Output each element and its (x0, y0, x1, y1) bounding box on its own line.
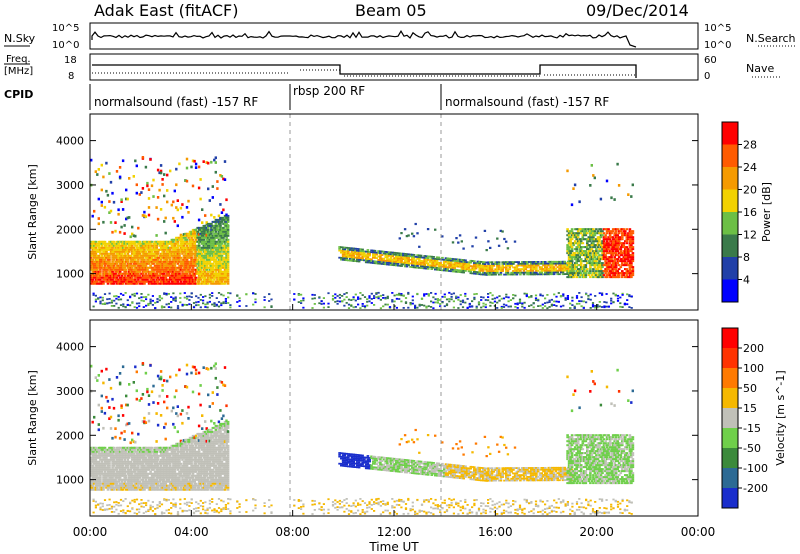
y-tick-label: 3000 (56, 179, 84, 192)
colorbar-swatch (722, 328, 738, 349)
date-label: 09/Dec/2014 (586, 1, 689, 20)
colorbar-swatch (722, 257, 738, 280)
x-axis-label: Time UT (368, 540, 419, 554)
colorbar-tick-label: 28 (743, 139, 757, 152)
colorbar-swatch (722, 279, 738, 303)
beam-label: Beam 05 (355, 1, 427, 20)
colorbar-tick-label: -15 (743, 422, 761, 435)
freq-label-2: [MHz] (4, 66, 33, 77)
colorbar-tick-label: -50 (743, 442, 761, 455)
nave-trace (92, 69, 636, 77)
power-cbar-label: Power [dB] (760, 182, 773, 242)
x-tick-label: 00:00 (681, 525, 716, 539)
nsearch-top-tick: 10^5 (704, 23, 731, 34)
colorbar-tick-label: 16 (743, 206, 757, 219)
x-tick-label: 04:00 (174, 525, 209, 539)
power-colorbar: 28 24 20 16 12 8 4 (721, 121, 757, 303)
y-tick-label: 3000 (56, 385, 84, 398)
colorbar-swatch (722, 448, 738, 469)
colorbar-tick-label: -200 (743, 482, 768, 495)
freq-panel: Freq. [MHz] 18 8 60 0 Nave (4, 53, 782, 82)
colorbar-tick-label: -100 (743, 462, 768, 475)
nave-label: Nave (746, 62, 774, 75)
power-ylabel: Slant Range [km] (26, 164, 39, 260)
colorbar-swatch (722, 122, 738, 145)
cpid-label: CPID (4, 88, 33, 101)
nsky-bottom-tick: 10^0 (52, 40, 79, 51)
x-axis: 00:00 04:00 08:00 12:00 16:00 20:00 00:00 (73, 304, 716, 539)
colorbar-swatch (722, 348, 738, 369)
colorbar-swatch (722, 234, 738, 258)
velocity-panel: 4000 3000 2000 1000 Slant Range [km] 200 100… (26, 319, 787, 517)
cpid-segment-1: normalsound (fast) -157 RF (94, 95, 258, 109)
nsky-panel: N.Sky 10^5 10^0 10^5 10^0 N.Search (4, 22, 796, 51)
y-tick-label: 2000 (56, 429, 84, 442)
colorbar-tick-label: 200 (743, 342, 764, 355)
nsky-frame (89, 22, 699, 50)
velocity-heatmap (90, 362, 635, 516)
colorbar-tick-label: 24 (743, 161, 757, 174)
colorbar-swatch (722, 488, 738, 509)
colorbar-swatch (722, 468, 738, 489)
colorbar-swatch (722, 388, 738, 409)
velocity-cbar-label: Velocity [m s^-1] (774, 370, 787, 465)
y-tick-label: 1000 (56, 268, 84, 281)
freq-label-1: Freq. (6, 54, 31, 65)
x-tick-label: 12:00 (377, 525, 412, 539)
y-tick-label: 2000 (56, 223, 84, 236)
nsky-top-tick: 10^5 (52, 23, 79, 34)
figure-title: Adak East (fitACF) (94, 1, 238, 20)
freq-frame (89, 53, 699, 81)
nsearch-label: N.Search (746, 32, 796, 45)
colorbar-swatch (722, 189, 738, 213)
colorbar-swatch (722, 212, 738, 235)
colorbar-tick-label: 12 (743, 229, 757, 242)
nsearch-bottom-tick: 10^0 (704, 40, 731, 51)
freq-bottom-tick: 8 (68, 71, 74, 82)
colorbar-swatch (722, 144, 738, 168)
x-tick-label: 08:00 (275, 525, 310, 539)
power-heatmap (90, 156, 635, 310)
nsky-label: N.Sky (4, 32, 36, 45)
colorbar-swatch (722, 167, 738, 190)
y-tick-label: 4000 (56, 135, 84, 148)
x-tick-label: 20:00 (579, 525, 614, 539)
x-tick-label: 16:00 (478, 525, 513, 539)
cpid-segment-2: rbsp 200 RF (293, 84, 365, 98)
y-tick-label: 4000 (56, 341, 84, 354)
cpid-segment-3: normalsound (fast) -157 RF (445, 95, 609, 109)
cpid-panel: CPID normalsound (fast) -157 RF rbsp 200… (4, 84, 609, 110)
colorbar-tick-label: 15 (743, 402, 757, 415)
nsky-trace (91, 30, 637, 48)
y-tick-label: 1000 (56, 474, 84, 487)
colorbar-swatch (722, 408, 738, 429)
velocity-ylabel: Slant Range [km] (26, 370, 39, 466)
colorbar-swatch (722, 368, 738, 389)
colorbar-swatch (722, 428, 738, 449)
colorbar-tick-label: 100 (743, 362, 764, 375)
velocity-colorbar: 200 100 50 15 -15 -50 -100 -200 (721, 327, 768, 509)
power-panel: 4000 3000 2000 1000 Slant Range [km] 28 24 20… (26, 113, 773, 311)
x-tick-label: 00:00 (73, 525, 108, 539)
freq-trace (92, 64, 637, 78)
colorbar-tick-label: 50 (743, 382, 757, 395)
colorbar-tick-label: 8 (743, 251, 750, 264)
colorbar-tick-label: 20 (743, 184, 757, 197)
colorbar-tick-label: 4 (743, 274, 750, 287)
nave-top-tick: 60 (704, 55, 717, 66)
freq-top-tick: 18 (64, 55, 77, 66)
nave-bottom-tick: 0 (704, 71, 710, 82)
